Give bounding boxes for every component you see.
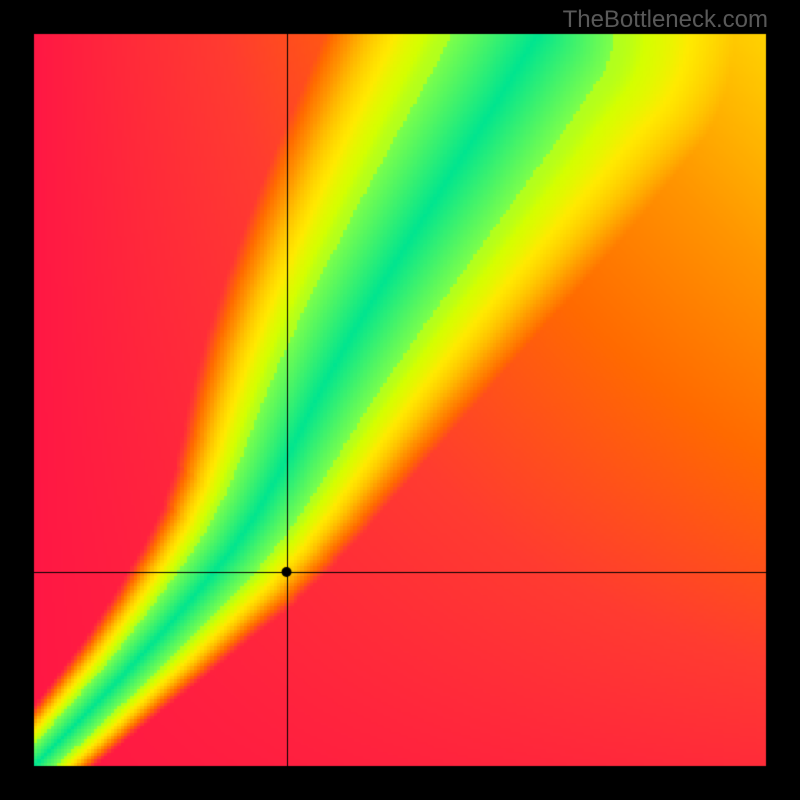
heatmap-canvas [0,0,800,800]
watermark-text: TheBottleneck.com [563,6,768,34]
chart-stage: TheBottleneck.com [0,0,800,800]
